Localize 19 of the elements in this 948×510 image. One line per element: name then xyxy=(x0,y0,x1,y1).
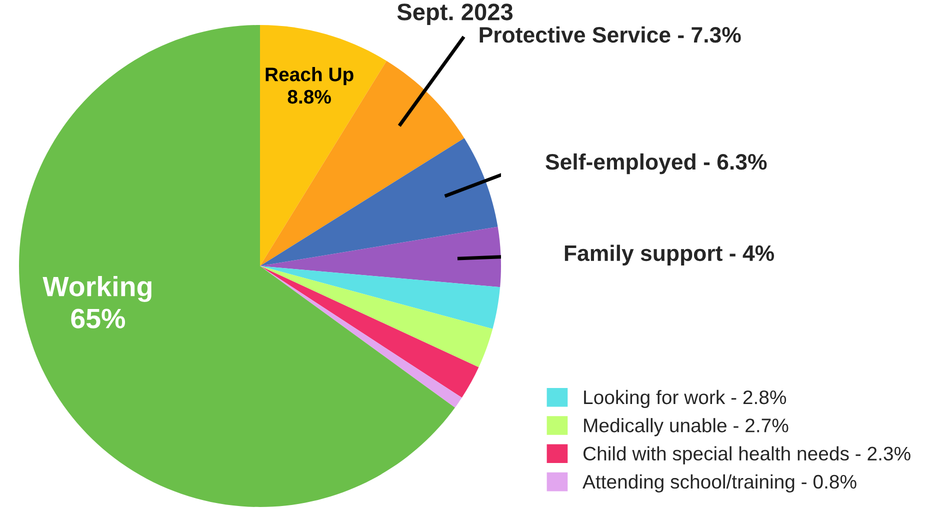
pie-slice xyxy=(260,25,387,266)
legend-label: Child with special health needs - 2.3% xyxy=(583,446,910,464)
legend-label: Medically unable - 2.7% xyxy=(584,418,788,436)
pie-slice xyxy=(19,25,455,507)
pie-slice xyxy=(260,266,500,329)
pie-slice xyxy=(260,60,464,266)
slice-label: Self-employed - 6.3% xyxy=(546,153,767,174)
slice-label: Working xyxy=(42,276,152,302)
data-label: 8.8% xyxy=(288,90,331,104)
slice-label: Protective Service - 7.3% xyxy=(480,26,741,43)
legend-label: Attending school/training - 0.8% xyxy=(582,474,856,492)
chart-title: Sept. 2023 xyxy=(397,4,513,26)
pie-slice xyxy=(260,226,501,288)
data-label: 65% xyxy=(71,308,126,328)
slice-label: Family support - 4% xyxy=(564,244,774,266)
slice-label: Reach Up xyxy=(266,67,354,86)
pie-slice xyxy=(260,138,498,266)
pie-slice xyxy=(260,266,493,368)
legend-label: Looking for work - 2.8% xyxy=(584,390,786,408)
